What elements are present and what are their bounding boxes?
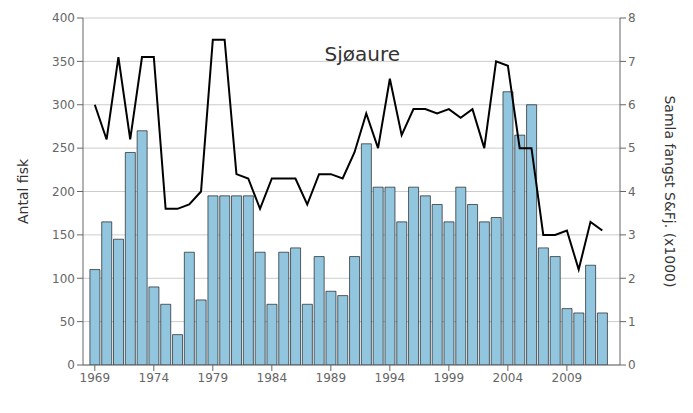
- svg-text:Antal fisk: Antal fisk: [15, 158, 31, 224]
- svg-text:8: 8: [628, 11, 636, 25]
- svg-text:4: 4: [628, 185, 636, 199]
- svg-text:1974: 1974: [139, 371, 170, 385]
- svg-text:2004: 2004: [493, 371, 524, 385]
- svg-text:2009: 2009: [552, 371, 583, 385]
- svg-text:250: 250: [52, 141, 75, 155]
- svg-text:350: 350: [52, 55, 75, 69]
- svg-text:7: 7: [628, 55, 636, 69]
- svg-text:400: 400: [52, 11, 75, 25]
- svg-text:6: 6: [628, 98, 636, 112]
- svg-text:100: 100: [52, 272, 75, 286]
- svg-text:5: 5: [628, 141, 636, 155]
- svg-text:0: 0: [628, 358, 636, 372]
- svg-text:Samla fangst S&Fj. (x1000): Samla fangst S&Fj. (x1000): [662, 95, 678, 287]
- svg-text:0: 0: [67, 358, 75, 372]
- svg-text:3: 3: [628, 228, 636, 242]
- svg-text:300: 300: [52, 98, 75, 112]
- svg-text:1: 1: [628, 315, 636, 329]
- svg-text:150: 150: [52, 228, 75, 242]
- svg-text:1989: 1989: [316, 371, 347, 385]
- svg-text:1984: 1984: [257, 371, 288, 385]
- svg-text:50: 50: [60, 315, 75, 329]
- svg-text:2: 2: [628, 272, 636, 286]
- svg-text:1969: 1969: [80, 371, 111, 385]
- svg-text:200: 200: [52, 185, 75, 199]
- svg-text:1979: 1979: [198, 371, 229, 385]
- html-text:Sjøaure: Sjøaure: [324, 42, 400, 67]
- svg-text:1994: 1994: [375, 371, 406, 385]
- svg-text:1999: 1999: [434, 371, 465, 385]
